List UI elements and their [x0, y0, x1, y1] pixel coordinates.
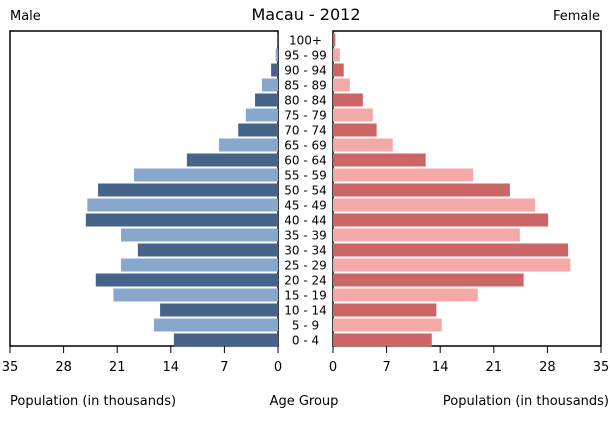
male-bar	[186, 153, 278, 167]
female-bar	[333, 243, 569, 257]
age-group-label: 30 - 34	[284, 244, 327, 258]
x-axis-label-center: Age Group	[270, 394, 339, 409]
age-group-label: 25 - 29	[284, 259, 327, 273]
age-group-label: 90 - 94	[284, 64, 327, 78]
age-group-label: 40 - 44	[284, 214, 327, 228]
age-group-label: 50 - 54	[284, 184, 327, 198]
age-group-label: 85 - 89	[284, 79, 327, 93]
female-bar	[333, 258, 571, 272]
male-bar	[153, 318, 278, 332]
male-bar	[121, 228, 279, 242]
x-tick-label-left: 14	[163, 360, 180, 375]
age-group-label: 80 - 84	[284, 94, 327, 108]
x-tick-label-left: 21	[109, 360, 126, 375]
male-bar	[137, 243, 278, 257]
age-group-label: 95 - 99	[284, 49, 327, 63]
age-group-label: 60 - 64	[284, 154, 327, 168]
male-bar	[173, 333, 278, 347]
x-tick-label-right: 0	[329, 360, 337, 375]
female-bar	[333, 333, 432, 347]
male-bar	[160, 303, 278, 317]
female-bar	[333, 153, 426, 167]
age-group-label: 0 - 4	[292, 334, 319, 348]
age-group-label: 20 - 24	[284, 274, 327, 288]
x-tick-label-right: 14	[432, 360, 449, 375]
male-bar	[113, 288, 278, 302]
chart-title: Macau - 2012	[251, 5, 360, 24]
x-axis-label-left: Population (in thousands)	[10, 394, 176, 409]
male-bar	[275, 48, 278, 62]
x-tick-label-right: 28	[539, 360, 556, 375]
female-bar	[333, 138, 393, 152]
female-bar	[333, 78, 350, 92]
female-bar	[333, 228, 520, 242]
male-bar	[85, 213, 278, 227]
age-group-label: 15 - 19	[284, 289, 327, 303]
male-bar	[219, 138, 278, 152]
age-group-label: 65 - 69	[284, 139, 327, 153]
female-bar	[333, 288, 478, 302]
male-bar	[271, 63, 278, 77]
age-group-label: 5 - 9	[292, 319, 319, 333]
x-tick-label-left: 28	[55, 360, 72, 375]
male-bar	[277, 33, 278, 47]
male-bar	[121, 258, 279, 272]
female-label: Female	[553, 9, 600, 24]
x-tick-label-left: 7	[220, 360, 228, 375]
x-tick-label-right: 7	[382, 360, 390, 375]
male-label: Male	[10, 9, 41, 24]
female-bar	[333, 123, 377, 137]
female-bar	[333, 33, 336, 47]
age-group-label: 70 - 74	[284, 124, 327, 138]
age-group-label: 55 - 59	[284, 169, 327, 183]
x-tick-label-right: 21	[486, 360, 503, 375]
male-bar	[95, 273, 278, 287]
age-group-label: 35 - 39	[284, 229, 327, 243]
age-group-label: 100+	[289, 34, 322, 48]
x-tick-label-left: 0	[274, 360, 282, 375]
male-bar	[134, 168, 278, 182]
age-group-label: 75 - 79	[284, 109, 327, 123]
female-bar	[333, 213, 549, 227]
x-tick-label-right: 35	[593, 360, 610, 375]
female-bar	[333, 198, 536, 212]
male-bar	[98, 183, 278, 197]
male-bar	[238, 123, 278, 137]
male-bar	[261, 78, 278, 92]
x-axis-label-right: Population (in thousands)	[443, 394, 609, 409]
female-bar	[333, 273, 524, 287]
age-group-label: 45 - 49	[284, 199, 327, 213]
male-bar	[255, 93, 278, 107]
female-bar	[333, 168, 474, 182]
female-bar	[333, 108, 373, 122]
x-tick-label-left: 35	[2, 360, 19, 375]
male-bar	[245, 108, 278, 122]
female-bar	[333, 63, 344, 77]
female-bar	[333, 183, 510, 197]
female-bar	[333, 48, 340, 62]
age-group-label: 10 - 14	[284, 304, 327, 318]
female-bar	[333, 303, 437, 317]
female-bar	[333, 318, 442, 332]
male-bar	[87, 198, 278, 212]
female-bar	[333, 93, 363, 107]
